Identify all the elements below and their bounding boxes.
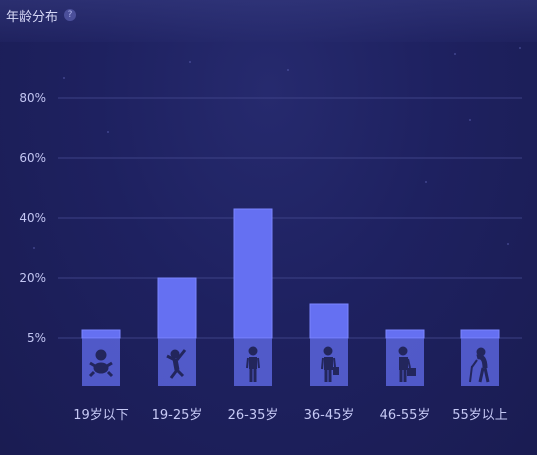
baby-icon xyxy=(88,349,114,378)
elderly-with-cane-icon xyxy=(469,347,490,383)
y-tick-label: 40% xyxy=(19,211,46,225)
bar xyxy=(157,277,197,339)
x-category-label: 26-35岁 xyxy=(228,408,279,423)
star-dot xyxy=(519,47,521,49)
star-dot xyxy=(507,243,509,245)
x-category-label: 36-45岁 xyxy=(304,408,355,423)
worker-with-briefcase-icon xyxy=(398,346,416,382)
x-category-label: 55岁以上 xyxy=(452,408,508,423)
y-tick-label: 20% xyxy=(19,271,46,285)
star-dot xyxy=(425,181,427,183)
help-icon[interactable]: ? xyxy=(64,9,76,21)
panel-title: 年龄分布 xyxy=(6,10,59,25)
star-dot xyxy=(287,69,289,71)
adult-icon xyxy=(246,346,260,382)
header-bar xyxy=(0,0,537,42)
x-category-label: 19-25岁 xyxy=(152,408,203,423)
star-dot xyxy=(33,247,35,249)
x-category-label: 19岁以下 xyxy=(73,408,129,423)
star-dot xyxy=(189,61,191,63)
bar-base-plate xyxy=(82,338,120,386)
y-tick-label: 60% xyxy=(19,151,46,165)
businessman-icon xyxy=(321,346,339,382)
bar xyxy=(385,329,425,339)
x-category-label: 46-55岁 xyxy=(380,408,431,423)
child-jumping-icon xyxy=(166,349,187,379)
bar xyxy=(233,208,273,339)
bar xyxy=(81,329,121,339)
y-tick-label: 80% xyxy=(19,91,46,105)
star-dot xyxy=(107,131,109,133)
star-dot xyxy=(469,119,471,121)
bar xyxy=(460,329,500,339)
y-tick-label: 5% xyxy=(27,331,46,345)
star-dot xyxy=(454,53,456,55)
star-dot xyxy=(63,77,65,79)
bar xyxy=(309,303,349,339)
